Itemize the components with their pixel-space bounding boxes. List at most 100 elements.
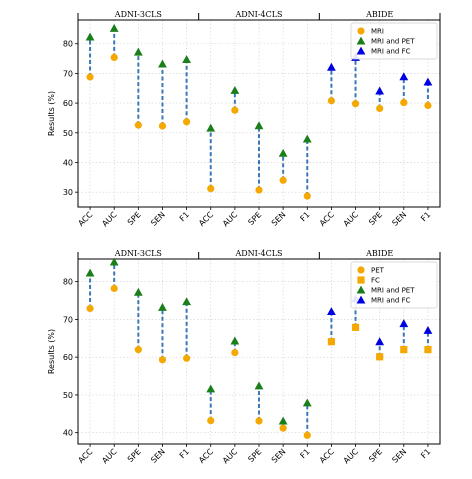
y-tick-label: 50: [63, 391, 73, 400]
point-circle-marker: [134, 121, 142, 129]
y-tick-label: 70: [63, 69, 73, 78]
point-circle-marker: [110, 53, 118, 62]
x-tick-label: SPE: [246, 210, 263, 227]
point-triangle-marker: [158, 59, 167, 68]
legend: MRI MRI and PET MRI and FC: [350, 22, 438, 60]
x-tick-label: ACC: [76, 447, 94, 465]
point-circle-marker: [183, 118, 191, 126]
x-tick-label: ACC: [318, 447, 336, 465]
y-tick-label: 70: [63, 315, 73, 324]
legend-label: MRI and FC: [371, 48, 411, 56]
y-tick-label: 40: [63, 158, 73, 167]
point-triangle-marker: [85, 32, 95, 41]
x-tick-label: SEN: [149, 210, 167, 228]
point-circle-marker: [255, 186, 263, 194]
point-square-marker: [400, 346, 408, 354]
x-tick-label: AUC: [342, 210, 361, 229]
x-tick-label: ACC: [197, 447, 215, 465]
point-circle-marker: [158, 356, 167, 364]
point-triangle-marker: [302, 398, 312, 407]
point-triangle-marker: [254, 121, 264, 130]
point-triangle-marker: [278, 416, 288, 425]
y-tick-label: 30: [63, 188, 73, 197]
point-circle-marker: [303, 431, 311, 439]
y-tick-label: 80: [63, 278, 73, 287]
legend-label: MRI and PET: [371, 38, 415, 46]
point-triangle-marker: [399, 319, 409, 328]
x-tick-label: SEN: [390, 210, 408, 228]
x-tick-label: F1: [419, 210, 432, 223]
y-tick-label: 60: [63, 353, 73, 362]
point-triangle-marker: [423, 77, 433, 86]
x-tick-label: AUC: [221, 447, 240, 466]
point-circle-marker: [134, 346, 142, 354]
point-circle-marker: [400, 98, 408, 107]
x-tick-label: F1: [298, 447, 311, 460]
point-triangle-marker: [302, 134, 312, 143]
point-circle-marker: [231, 349, 239, 357]
point-triangle-marker: [254, 381, 264, 390]
point-triangle-marker: [206, 384, 216, 393]
legend-square-marker: [357, 276, 365, 284]
x-tick-label: F1: [178, 447, 191, 460]
x-tick-label: SEN: [149, 447, 167, 465]
point-triangle-marker: [278, 148, 288, 157]
point-circle-marker: [231, 106, 239, 114]
legend-label: MRI and FC: [371, 297, 411, 305]
group-label: ABIDE: [365, 249, 393, 258]
x-tick-label: SPE: [126, 447, 143, 464]
x-tick-label: F1: [178, 210, 191, 223]
x-tick-label: AUC: [100, 210, 119, 229]
point-circle-marker: [424, 101, 432, 110]
legend-label: MRI and PET: [371, 287, 415, 295]
point-circle-marker: [86, 304, 94, 313]
point-circle-marker: [207, 184, 215, 193]
point-triangle-marker: [230, 336, 240, 345]
x-tick-label: ACC: [197, 210, 215, 228]
point-circle-marker: [183, 354, 191, 362]
x-tick-label: ACC: [318, 210, 336, 228]
legend-triangle-marker: [356, 285, 366, 294]
point-triangle-marker: [85, 268, 95, 277]
legend-circle-marker: [357, 27, 365, 35]
point-circle-marker: [303, 192, 311, 200]
y-tick-label: 80: [63, 40, 73, 49]
chart-panel-2: ADNI-3CLS ADNI-4CLS ABIDE 40 50 60 70 80 Results…: [47, 249, 441, 466]
point-square-marker: [351, 323, 360, 331]
point-triangle-marker: [423, 325, 433, 334]
point-triangle-marker: [206, 123, 216, 132]
y-tick-label: 50: [63, 129, 73, 138]
x-tick-label: AUC: [221, 210, 240, 229]
x-tick-label: SEN: [270, 210, 288, 228]
legend-circle-marker: [357, 266, 365, 274]
group-label: ABIDE: [365, 10, 393, 19]
point-circle-marker: [279, 424, 287, 432]
point-triangle-marker: [230, 85, 240, 94]
point-triangle-marker: [109, 23, 119, 32]
legend-label: FC: [371, 277, 380, 285]
chart-panel-1: ADNI-3CLS ADNI-4CLS ABIDE 30 40 50 60 70 80 Resul…: [47, 10, 441, 229]
x-tick-label: F1: [298, 210, 311, 223]
point-circle-marker: [207, 416, 215, 425]
legend: PET FC MRI and PET MRI and FC: [350, 261, 438, 309]
x-tick-label: SPE: [126, 210, 143, 227]
x-tick-label: SPE: [367, 210, 384, 227]
legend-label: MRI: [371, 28, 384, 36]
legend-triangle-marker: [356, 46, 366, 55]
legend-label: PET: [371, 267, 385, 275]
point-square-marker: [376, 353, 384, 361]
group-label: ADNI-4CLS: [234, 249, 282, 258]
point-square-marker: [424, 346, 432, 354]
point-triangle-marker: [109, 257, 119, 266]
y-axis-label: Results (%): [47, 329, 56, 374]
point-circle-marker: [351, 100, 360, 108]
x-tick-label: ACC: [76, 210, 94, 228]
legend-triangle-marker: [356, 36, 366, 45]
point-triangle-marker: [133, 287, 143, 296]
point-triangle-marker: [182, 297, 191, 306]
point-triangle-marker: [158, 302, 167, 311]
group-label: ADNI-3CLS: [114, 10, 162, 19]
y-tick-label: 40: [63, 429, 73, 438]
point-circle-marker: [110, 284, 118, 293]
point-triangle-marker: [133, 47, 143, 56]
